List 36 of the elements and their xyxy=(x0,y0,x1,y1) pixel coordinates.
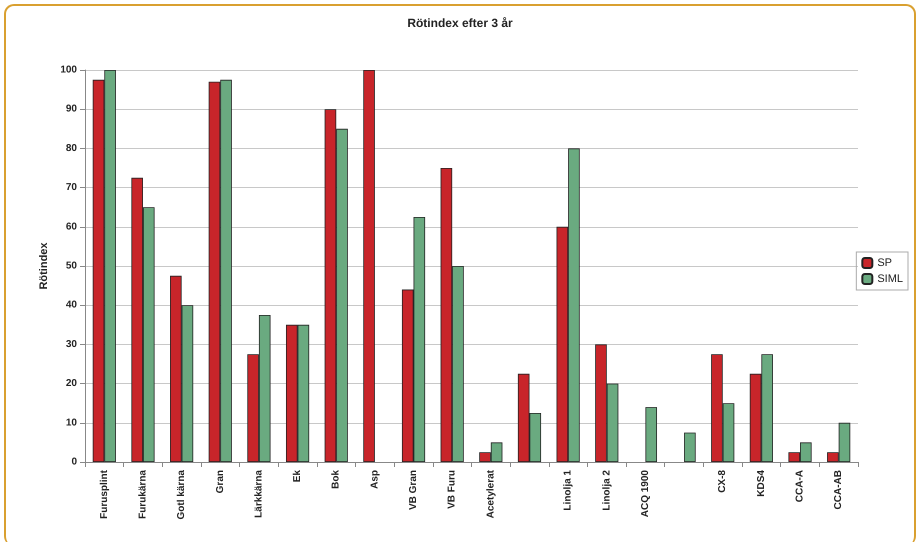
y-tick-label: 80 xyxy=(66,142,78,154)
y-tick-label: 70 xyxy=(66,182,78,194)
x-tick-label: Furusplint xyxy=(98,469,110,519)
x-tick-label: Furukärna xyxy=(137,470,148,519)
y-tick-label: 40 xyxy=(66,300,78,311)
x-tick-label: Lärkkärna xyxy=(253,470,264,518)
y-tick-label: 30 xyxy=(66,338,78,350)
x-tick-label: Asp xyxy=(369,470,380,489)
x-tick-label: Linolja 2 xyxy=(601,470,612,511)
legend-label: SIML xyxy=(877,273,904,285)
x-tick-label: Gran xyxy=(214,470,226,494)
y-tick-label: 60 xyxy=(66,221,78,232)
legend-label: SP xyxy=(877,257,892,269)
y-tick-label: 90 xyxy=(66,104,78,115)
x-tick-label: KDS4 xyxy=(756,470,767,497)
x-tick-label: CCA-AB xyxy=(833,470,844,510)
x-tick-label: ACQ 1900 xyxy=(640,470,651,518)
y-tick-label: 10 xyxy=(66,417,78,428)
x-tick-label: VB Furu xyxy=(446,470,458,509)
chart-title: Rötindex efter 3 år xyxy=(407,16,514,30)
y-tick-label: 50 xyxy=(66,260,78,272)
y-tick-label: 0 xyxy=(71,456,78,468)
bar xyxy=(684,432,696,462)
x-tick-label: Ek xyxy=(292,470,304,482)
x-tick-label: CX-8 xyxy=(717,470,728,493)
y-tick-label: 100 xyxy=(60,64,78,76)
bar xyxy=(645,407,658,462)
bar xyxy=(363,70,375,462)
x-tick-label: Gotl kärna xyxy=(176,470,188,520)
x-tick-label: Bok xyxy=(330,470,342,489)
x-tick-label: VB Gran xyxy=(408,470,420,510)
x-tick-label: Linolja 1 xyxy=(562,470,574,511)
y-axis-title: Rötindex xyxy=(38,242,50,290)
x-tick-label: CCA-A xyxy=(794,470,806,502)
x-tick-label: Acetylerat xyxy=(485,469,496,518)
y-tick-label: 20 xyxy=(66,378,78,390)
